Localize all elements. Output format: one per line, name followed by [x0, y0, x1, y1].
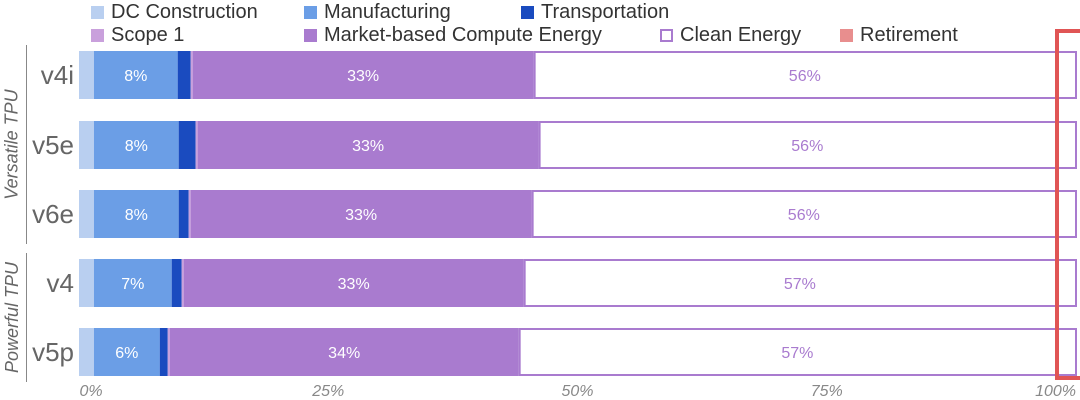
- legend-swatch: [521, 6, 534, 19]
- data-label-mfg-v4: 7%: [121, 276, 144, 293]
- bar-clean-v4: [523, 259, 1077, 307]
- bar-mfg-v4: [93, 259, 172, 307]
- data-label-clean-v4: 57%: [784, 276, 816, 293]
- x-tick-label: 100%: [1035, 383, 1076, 400]
- bar-clean-v6e: [531, 190, 1077, 238]
- bar-mfg-v6e: [93, 190, 179, 238]
- legend-swatch: [91, 6, 104, 19]
- legend-item-trans: Transportation: [521, 1, 669, 24]
- bar-scope1-v6e: [188, 190, 191, 238]
- highlight-box: [1055, 29, 1080, 380]
- bar-scope1-v4: [181, 259, 184, 307]
- legend-label: Market-based Compute Energy: [324, 24, 602, 46]
- group-divider-line: [26, 45, 27, 244]
- data-label-clean-v5p: 57%: [781, 345, 813, 362]
- bar-trans-v4: [171, 259, 182, 307]
- data-label-market-v6e: 33%: [345, 207, 377, 224]
- bar-dc-v4i: [79, 51, 94, 99]
- category-label-v4: v4: [47, 268, 74, 298]
- chart-legend: DC Construction Manufacturing Transportati…: [0, 0, 1080, 48]
- bar-market-v5e: [197, 121, 539, 169]
- legend-item-scope1: Scope 1: [91, 24, 184, 47]
- data-label-mfg-v5e: 8%: [125, 138, 148, 155]
- bar-trans-v4i: [177, 51, 191, 99]
- group-divider-line: [26, 253, 27, 382]
- legend-label: Scope 1: [111, 24, 185, 46]
- x-tick-label: 25%: [311, 383, 344, 400]
- data-label-market-v4: 33%: [338, 276, 370, 293]
- legend-swatch: [304, 6, 317, 19]
- bar-mfg-v4i: [93, 51, 178, 99]
- bar-dc-v4: [79, 259, 94, 307]
- legend-swatch: [304, 29, 317, 42]
- x-tick-label: 75%: [811, 383, 843, 400]
- group-label-0: Versatile TPU: [1, 89, 22, 200]
- bar-clean-v5p: [518, 328, 1077, 376]
- category-label-v6e: v6e: [32, 199, 74, 229]
- bar-market-v4: [183, 259, 524, 307]
- legend-label: DC Construction: [111, 1, 258, 23]
- legend-label: Transportation: [541, 1, 670, 23]
- x-tick-label: 0%: [79, 383, 102, 400]
- bar-clean-v4i: [533, 51, 1077, 99]
- bar-clean-v5e: [538, 121, 1077, 169]
- data-label-market-v4i: 33%: [347, 68, 379, 85]
- bar-market-v4i: [192, 51, 534, 99]
- data-label-clean-v6e: 56%: [788, 207, 820, 224]
- data-label-mfg-v4i: 8%: [124, 68, 147, 85]
- bar-trans-v5e: [178, 121, 196, 169]
- data-label-market-v5p: 34%: [328, 345, 360, 362]
- data-label-clean-v5e: 56%: [791, 138, 823, 155]
- bar-market-v6e: [190, 190, 532, 238]
- legend-item-mfg: Manufacturing: [304, 1, 451, 24]
- bar-scope1-v5p: [167, 328, 170, 376]
- data-label-mfg-v6e: 8%: [125, 207, 148, 224]
- legend-item-market: Market-based Compute Energy: [304, 24, 602, 47]
- bar-mfg-v5e: [93, 121, 179, 169]
- group-label-1: Powerful TPU: [1, 261, 22, 374]
- legend-item-ret: Retirement: [840, 24, 958, 47]
- category-label-v4i: v4i: [41, 60, 74, 90]
- legend-label: Clean Energy: [680, 24, 802, 46]
- data-label-mfg-v5p: 6%: [115, 345, 138, 362]
- bar-scope1-v5e: [195, 121, 198, 169]
- data-label-clean-v4i: 56%: [789, 68, 821, 85]
- legend-swatch: [660, 29, 673, 42]
- bar-trans-v6e: [178, 190, 189, 238]
- bar-market-v5p: [169, 328, 519, 376]
- bar-trans-v5p: [159, 328, 168, 376]
- x-tick-label: 50%: [561, 383, 593, 400]
- legend-label: Retirement: [860, 24, 958, 46]
- data-label-market-v5e: 33%: [352, 138, 384, 155]
- bar-dc-v5p: [79, 328, 94, 376]
- legend-label: Manufacturing: [324, 1, 451, 23]
- legend-swatch: [91, 29, 104, 42]
- legend-item-clean: Clean Energy: [660, 24, 801, 47]
- bar-dc-v5e: [79, 121, 94, 169]
- category-label-v5e: v5e: [32, 130, 74, 160]
- legend-item-dc: DC Construction: [91, 1, 258, 24]
- bar-dc-v6e: [79, 190, 94, 238]
- legend-swatch: [840, 29, 853, 42]
- bar-mfg-v5p: [93, 328, 160, 376]
- category-label-v5p: v5p: [32, 337, 74, 367]
- bar-scope1-v4i: [190, 51, 193, 99]
